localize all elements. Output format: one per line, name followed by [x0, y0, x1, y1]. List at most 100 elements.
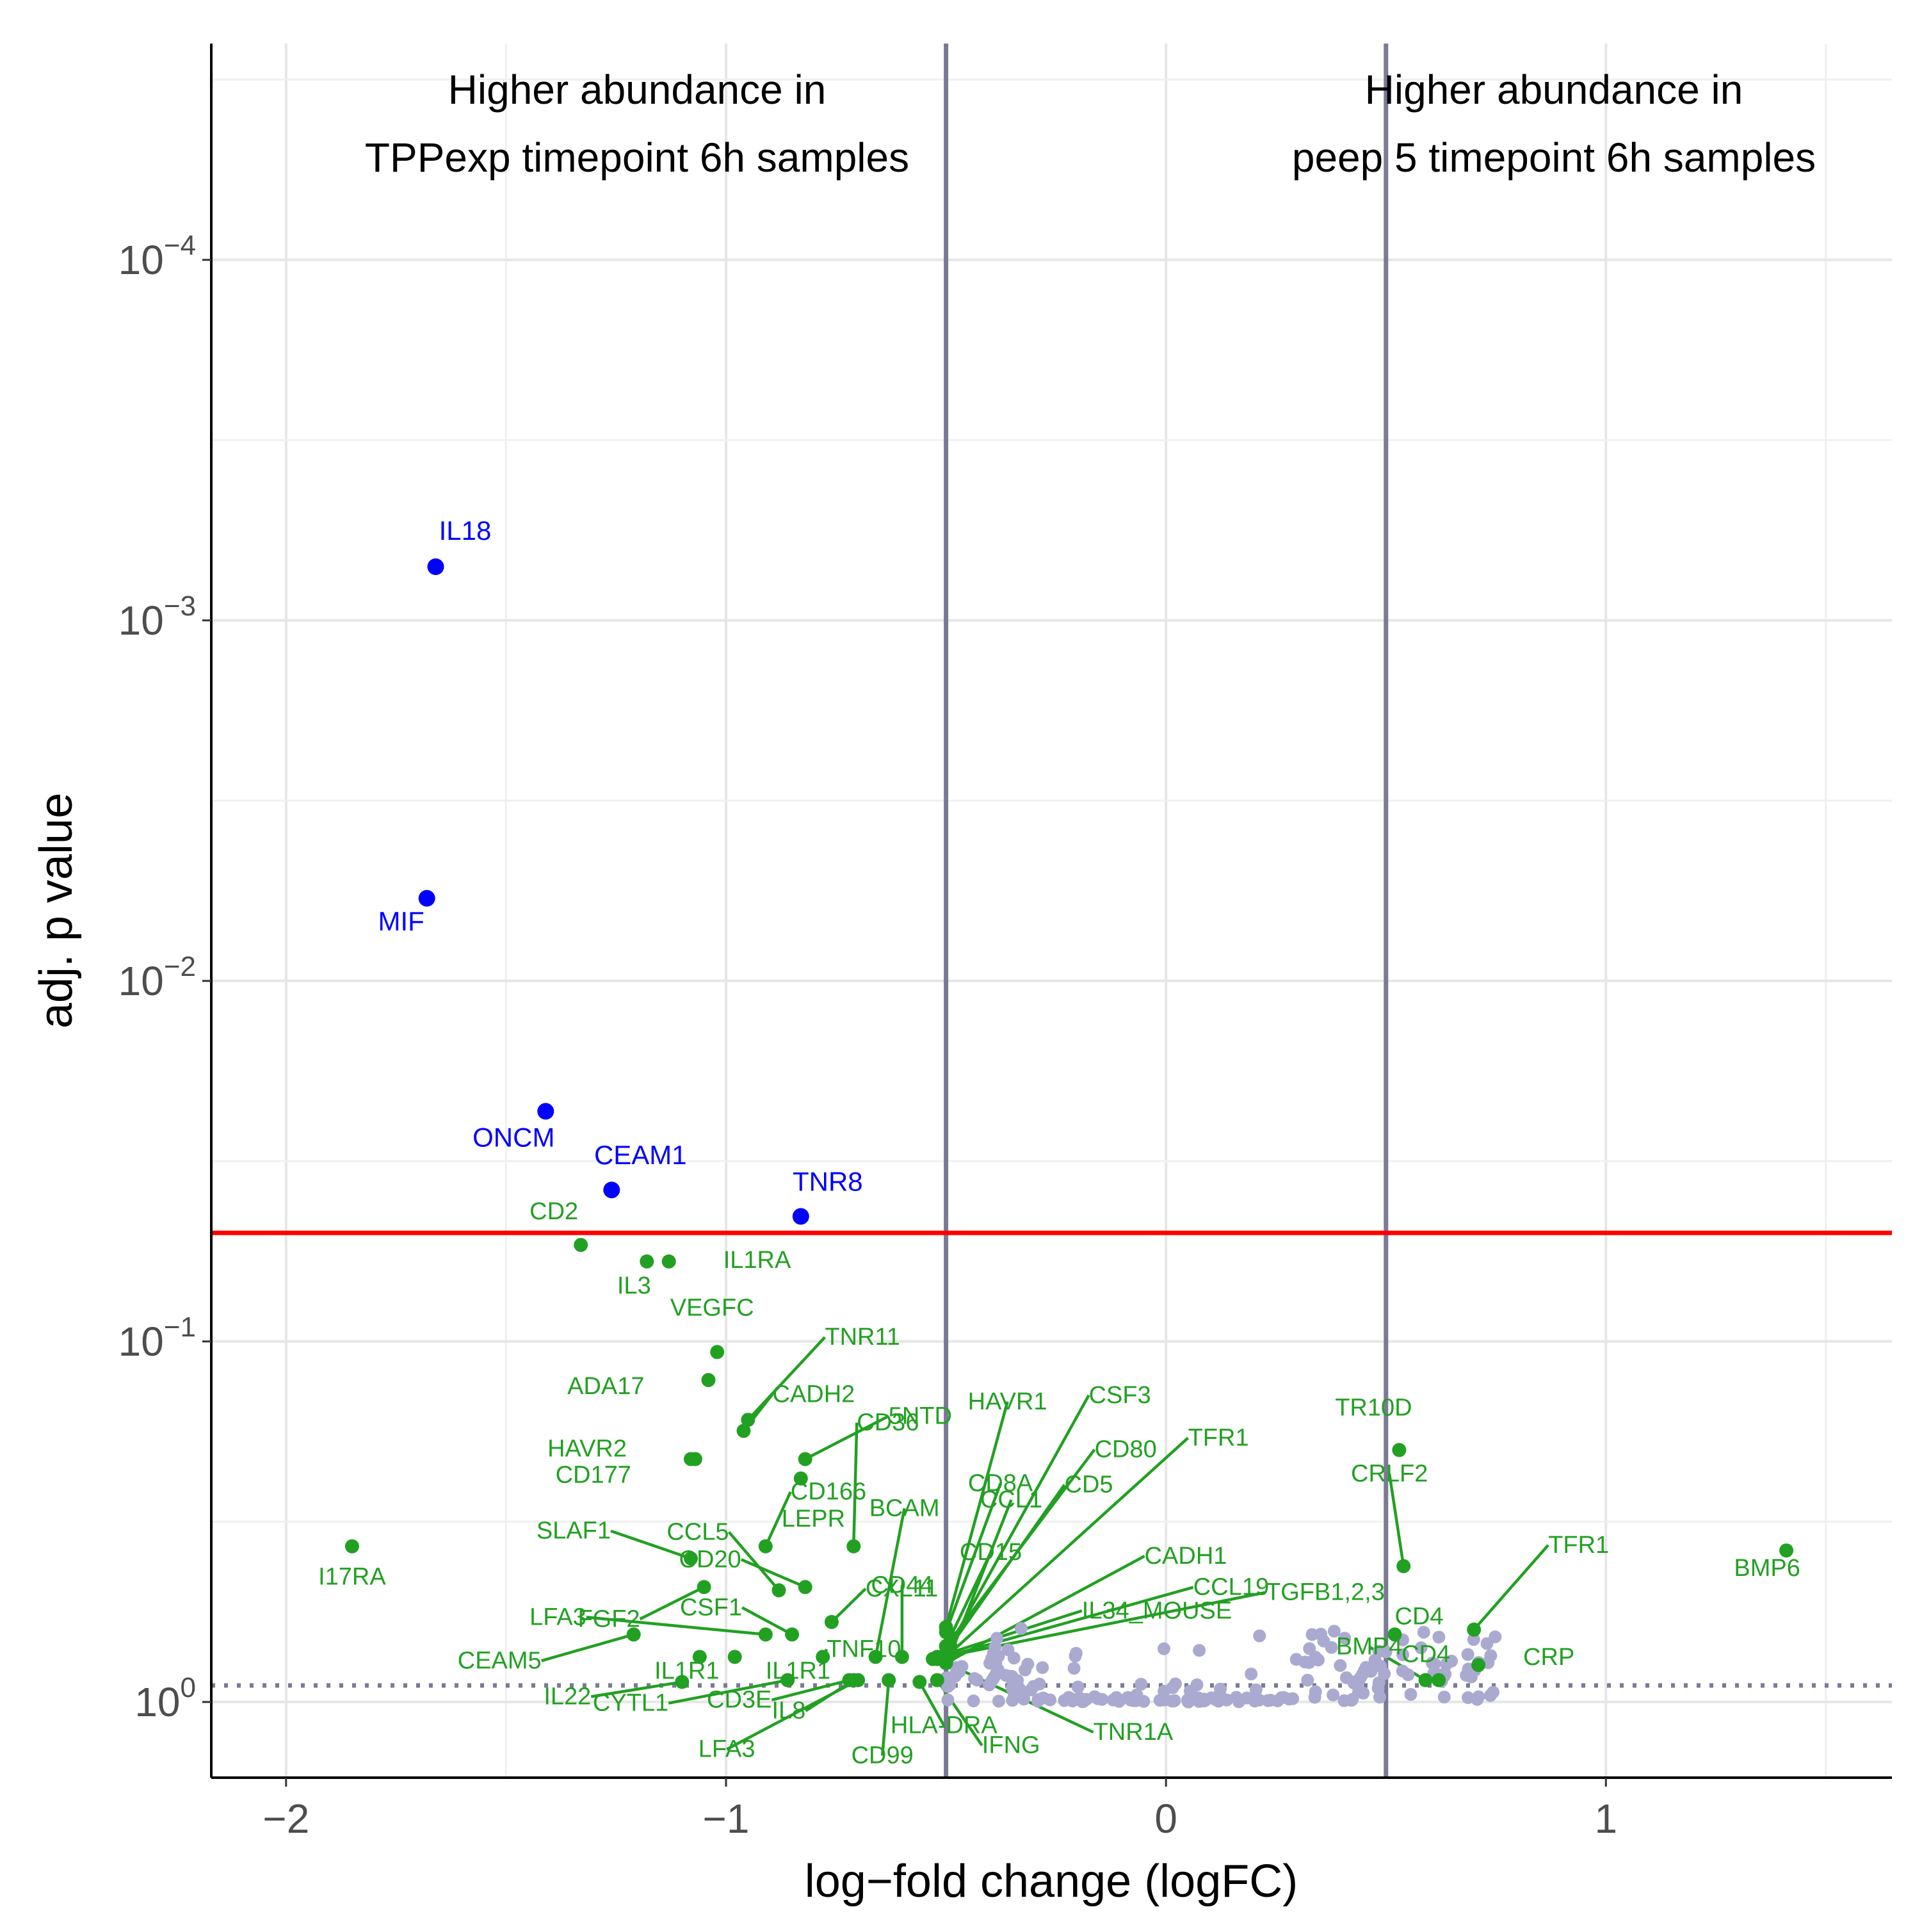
- label-leader-line: [740, 1558, 806, 1589]
- point-label: CD20: [679, 1546, 741, 1573]
- point-nominal: [1779, 1543, 1794, 1558]
- point-nominal: [741, 1413, 755, 1427]
- point-not-significant: [1033, 1677, 1046, 1691]
- axes: [210, 44, 1892, 1779]
- point-significant: [537, 1103, 554, 1120]
- point-not-significant: [1327, 1625, 1341, 1638]
- point-not-significant: [1264, 1694, 1277, 1707]
- point-not-significant: [1021, 1657, 1035, 1671]
- y-tick-label: 100: [134, 1672, 196, 1725]
- point-not-significant: [1249, 1683, 1263, 1696]
- point-label: TGFB1,2,3: [1266, 1579, 1385, 1606]
- point-label: TNF10: [827, 1636, 901, 1662]
- significant-point-label: CEAM1: [594, 1140, 687, 1170]
- point-label: CCL5: [666, 1518, 729, 1545]
- point-not-significant: [1215, 1691, 1229, 1705]
- point-nominal: [926, 1652, 940, 1666]
- point-nominal: [710, 1345, 725, 1360]
- point-label: BMP6: [1734, 1555, 1800, 1582]
- point-nominal: [736, 1424, 751, 1438]
- point-nominal: [574, 1238, 588, 1253]
- point-label: I17RA: [318, 1564, 386, 1591]
- point-nominal: [1432, 1673, 1446, 1687]
- point-not-significant: [1338, 1632, 1352, 1645]
- point-label: CADH2: [773, 1381, 855, 1408]
- point-not-significant: [1484, 1649, 1498, 1662]
- point-not-significant: [1305, 1628, 1319, 1641]
- point-not-significant: [1095, 1693, 1109, 1706]
- point-nominal: [851, 1673, 866, 1687]
- point-not-significant: [990, 1632, 1004, 1645]
- point-label: ADA17: [567, 1373, 644, 1400]
- point-not-significant: [1289, 1653, 1303, 1666]
- label-leader-line: [932, 1591, 1266, 1660]
- x-tick-label: 0: [1154, 1796, 1177, 1842]
- point-nominal: [688, 1452, 702, 1466]
- label-leader-line: [944, 1394, 1090, 1653]
- significant-point-label: IL18: [439, 515, 492, 546]
- point-not-significant: [1337, 1694, 1351, 1707]
- point-not-significant: [971, 1673, 984, 1687]
- label-leader-line: [918, 1681, 946, 1726]
- point-not-significant: [941, 1680, 955, 1693]
- point-nominal: [1387, 1627, 1402, 1642]
- point-not-significant: [1327, 1688, 1340, 1701]
- point-significant: [792, 1208, 809, 1225]
- label-leader-line: [937, 1609, 1083, 1659]
- x-axis-title: log−fold change (logFC): [805, 1856, 1298, 1907]
- point-label: CD177: [556, 1462, 631, 1489]
- point-not-significant: [1480, 1637, 1494, 1650]
- point-label: IL1R1: [654, 1657, 719, 1684]
- leader-layer: [541, 1336, 1549, 1756]
- point-label: FGF2: [577, 1605, 640, 1632]
- point-nominal: [912, 1675, 927, 1689]
- significant-point-label: TNR8: [793, 1167, 863, 1197]
- x-tick-label: −2: [262, 1796, 309, 1842]
- point-label: IFNG: [982, 1732, 1040, 1759]
- point-not-significant: [1072, 1691, 1086, 1705]
- point-not-significant: [1353, 1684, 1366, 1698]
- point-label: CD15: [960, 1539, 1022, 1566]
- point-nominal: [785, 1627, 800, 1642]
- label-leader-line: [726, 1678, 859, 1751]
- point-label: IL34_MOUSE: [1082, 1597, 1232, 1624]
- point-not-significant: [1253, 1629, 1266, 1643]
- label-leader-line: [937, 1586, 1194, 1660]
- point-label: IL1RA: [723, 1247, 791, 1274]
- label-leader-line: [852, 1422, 859, 1546]
- point-nominal: [661, 1254, 676, 1269]
- point-nominal: [771, 1583, 786, 1598]
- point-not-significant: [1432, 1630, 1446, 1644]
- point-label: CADH1: [1145, 1543, 1227, 1570]
- point-not-significant: [1069, 1646, 1083, 1660]
- label-leader-line: [1387, 1473, 1405, 1567]
- grid-layer: [211, 44, 1892, 1778]
- point-not-significant: [1071, 1680, 1085, 1694]
- right-annotation-line-1: Higher abundance in: [1365, 67, 1743, 113]
- significant-point-label: MIF: [378, 906, 424, 936]
- label-leader-line: [944, 1449, 1096, 1647]
- right-annotation-line-2: peep 5 timepoint 6h samples: [1292, 134, 1816, 181]
- point-not-significant: [1067, 1662, 1081, 1675]
- point-significant: [427, 558, 444, 575]
- y-tick-label: 10−2: [118, 951, 196, 1004]
- point-label: TNR11: [825, 1324, 900, 1351]
- point-not-significant: [1445, 1654, 1458, 1668]
- label-leader-line: [874, 1507, 906, 1657]
- point-nominal: [758, 1627, 773, 1642]
- point-not-significant: [1199, 1694, 1212, 1707]
- point-label: HAVR1: [968, 1388, 1047, 1415]
- point-label: CRLF2: [1351, 1461, 1428, 1488]
- point-label: CD80: [1095, 1436, 1157, 1463]
- point-nominal: [824, 1614, 839, 1629]
- point-not-significant: [1401, 1668, 1415, 1682]
- point-label: CCL19: [1193, 1574, 1269, 1601]
- point-not-significant: [1015, 1622, 1028, 1636]
- point-label: TNR1A: [1094, 1719, 1174, 1746]
- point-not-significant: [1126, 1694, 1140, 1707]
- point-label: SLAF1: [537, 1518, 611, 1545]
- point-not-significant: [1248, 1694, 1261, 1708]
- point-not-significant: [1303, 1642, 1316, 1655]
- point-label: CD36: [857, 1409, 919, 1436]
